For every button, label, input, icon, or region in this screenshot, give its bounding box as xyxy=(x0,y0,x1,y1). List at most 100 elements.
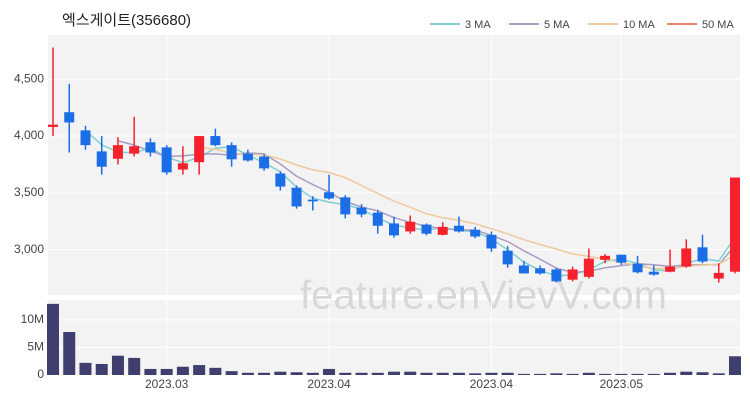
volume-bar xyxy=(647,373,660,375)
volume-bar xyxy=(615,373,628,375)
volume-bar xyxy=(225,371,238,375)
candle-body xyxy=(324,192,335,199)
volume-panel xyxy=(48,300,740,375)
volume-bar xyxy=(339,372,352,375)
candle-body xyxy=(421,224,432,234)
candle-body xyxy=(340,197,351,215)
volume-bar xyxy=(712,373,725,375)
volume-bar xyxy=(452,372,465,375)
volume-bar xyxy=(160,368,173,375)
candle-body xyxy=(648,271,659,275)
candle-body xyxy=(583,258,594,277)
y-tick-label: 3,500 xyxy=(14,185,44,199)
candle-body xyxy=(600,255,611,260)
volume-bar xyxy=(469,373,482,375)
candle-body xyxy=(518,265,529,274)
legend-label: 50 MA xyxy=(702,19,734,31)
candle-body xyxy=(259,156,270,169)
candle-body xyxy=(242,153,253,161)
volume-bar xyxy=(517,373,530,375)
price-panel xyxy=(48,35,740,295)
volume-bar xyxy=(323,368,336,375)
candle-body xyxy=(194,136,205,163)
y-tick-label: 3,000 xyxy=(14,242,44,256)
x-tick-label: 2023.04 xyxy=(470,377,514,391)
volume-bar xyxy=(306,372,319,375)
candle-body xyxy=(713,272,724,279)
volume-bar xyxy=(79,362,92,375)
candle-body xyxy=(681,248,692,267)
volume-bar xyxy=(371,372,384,375)
volume-bar xyxy=(258,372,271,375)
candle-body xyxy=(470,229,481,237)
candle-body xyxy=(730,177,740,272)
volume-bar xyxy=(209,367,222,375)
volume-bar xyxy=(664,372,677,375)
volume-bar xyxy=(63,331,76,375)
candle-body xyxy=(210,136,221,146)
candle-body xyxy=(632,263,643,273)
volume-bar xyxy=(420,372,433,375)
y-tick-label: 4,500 xyxy=(14,71,44,85)
volume-bar xyxy=(599,373,612,375)
legend-label: 10 MA xyxy=(623,19,655,31)
candle-body xyxy=(697,247,708,262)
volume-bar xyxy=(436,372,449,375)
candle-body xyxy=(567,269,578,280)
volume-bar xyxy=(696,372,709,375)
y-tick-label: 10M xyxy=(21,312,44,326)
volume-bar xyxy=(388,371,400,375)
candle-body xyxy=(405,221,416,232)
x-tick-label: 2023.04 xyxy=(307,377,351,391)
candle-body xyxy=(226,145,237,160)
candle-body xyxy=(502,250,513,265)
candle-body xyxy=(307,199,318,202)
volume-bar xyxy=(274,371,287,375)
candle-body xyxy=(291,187,302,207)
volume-bar xyxy=(729,356,741,375)
volume-bar xyxy=(47,303,59,375)
y-tick-label: 4,000 xyxy=(14,128,44,142)
chart-title: 엑스게이트(356680) xyxy=(62,12,191,29)
candle-body xyxy=(437,226,448,235)
watermark: feature.enVievV.com xyxy=(300,274,667,318)
volume-bar xyxy=(534,373,547,375)
candle-body xyxy=(80,130,91,146)
volume-bar xyxy=(631,373,644,375)
volume-bar xyxy=(95,363,108,375)
candle-body xyxy=(665,266,676,272)
candle-body xyxy=(129,146,140,154)
candle-body xyxy=(48,124,58,127)
volume-bar xyxy=(128,357,141,375)
candle-body xyxy=(161,147,172,173)
candle-body xyxy=(453,225,464,232)
y-tick-label: 0 xyxy=(37,367,44,381)
legend-label: 3 MA xyxy=(465,19,491,31)
volume-bar xyxy=(193,365,206,375)
candle-body xyxy=(177,163,188,170)
volume-bar xyxy=(290,372,303,375)
candle-body xyxy=(486,234,497,249)
volume-bar xyxy=(566,373,579,375)
volume-bar xyxy=(176,366,189,375)
candle-body xyxy=(535,268,546,274)
volume-bar xyxy=(241,372,254,375)
candle-body xyxy=(551,269,562,282)
x-tick-label: 2023.05 xyxy=(600,377,644,391)
volume-bar xyxy=(404,371,417,375)
candle-body xyxy=(356,207,367,215)
y-tick-label: 5M xyxy=(27,340,44,354)
candle-body xyxy=(112,145,123,159)
candle-body xyxy=(64,112,75,123)
volume-bar xyxy=(501,372,514,375)
volume-bar xyxy=(144,368,157,375)
volume-bar xyxy=(550,373,563,375)
candle-body xyxy=(616,254,627,263)
candle-body xyxy=(275,173,286,187)
volume-bar xyxy=(582,372,595,375)
volume-bar xyxy=(111,355,124,375)
legend-label: 5 MA xyxy=(544,19,570,31)
volume-bar xyxy=(485,372,498,375)
volume-bar xyxy=(355,372,368,375)
